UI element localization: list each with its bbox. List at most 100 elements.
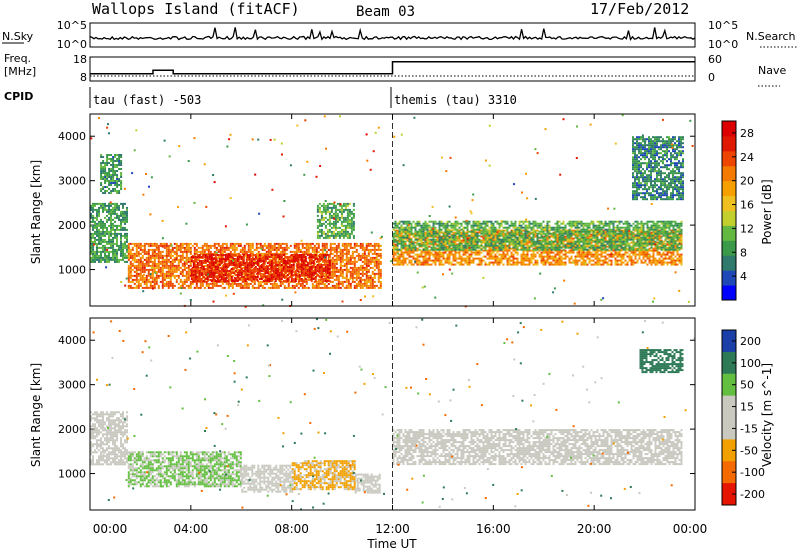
power-cell bbox=[320, 210, 323, 213]
power-cell bbox=[271, 248, 274, 251]
power-cell bbox=[588, 259, 591, 262]
power-cell bbox=[365, 272, 368, 275]
power-cell bbox=[108, 204, 110, 207]
power-cell bbox=[157, 248, 160, 251]
power-cell bbox=[230, 278, 233, 280]
power-cell bbox=[175, 270, 178, 273]
power-cell bbox=[143, 282, 146, 285]
power-cell bbox=[341, 250, 344, 253]
power-cell bbox=[137, 266, 140, 269]
power-cell bbox=[307, 286, 310, 289]
power-cell bbox=[264, 258, 267, 260]
power-cell bbox=[227, 272, 230, 275]
power-cell bbox=[238, 258, 241, 260]
power-cell bbox=[333, 266, 336, 269]
power-cell bbox=[284, 256, 287, 258]
power-cell bbox=[341, 256, 344, 259]
power-cell bbox=[303, 242, 306, 245]
power-cell bbox=[116, 216, 118, 219]
power-cell bbox=[322, 278, 325, 280]
power-cell bbox=[120, 244, 122, 247]
power-cell bbox=[187, 258, 190, 261]
power-cell bbox=[251, 284, 254, 287]
power-cell bbox=[351, 266, 354, 269]
power-cell bbox=[215, 242, 218, 245]
power-cell bbox=[108, 158, 111, 160]
power-cell bbox=[562, 241, 565, 244]
power-cell bbox=[94, 216, 96, 219]
power-cell bbox=[206, 276, 209, 278]
power-cell bbox=[361, 260, 364, 263]
power-cell bbox=[120, 180, 123, 182]
power-cell bbox=[306, 270, 309, 272]
power-cell bbox=[90, 204, 92, 207]
power-cell bbox=[323, 284, 326, 287]
power-cell bbox=[398, 257, 401, 260]
power-cell bbox=[244, 280, 247, 282]
power-cell bbox=[216, 268, 219, 270]
power-cell bbox=[104, 202, 106, 205]
power-cell bbox=[227, 246, 230, 249]
power-cell bbox=[193, 254, 196, 257]
power-cell bbox=[118, 184, 121, 186]
cpid-segment-2: themis (tau) 3310 bbox=[394, 93, 517, 107]
power-cell bbox=[355, 254, 358, 257]
power-cell bbox=[185, 254, 188, 257]
power-cell bbox=[259, 282, 262, 285]
power-cell bbox=[280, 278, 283, 280]
power-cell bbox=[412, 251, 415, 254]
power-cell bbox=[110, 174, 113, 176]
power-cell bbox=[209, 252, 212, 255]
power-cell bbox=[225, 262, 228, 265]
power-cell bbox=[590, 251, 593, 254]
power-cell bbox=[448, 255, 451, 258]
power-cell bbox=[480, 261, 483, 264]
power-cell bbox=[339, 268, 342, 271]
power-cell bbox=[438, 253, 441, 256]
power-cell bbox=[273, 286, 276, 289]
power-cell bbox=[450, 233, 453, 236]
power-cell bbox=[165, 242, 168, 245]
power-cell bbox=[126, 236, 128, 239]
power-cell bbox=[349, 244, 352, 247]
power-cell bbox=[114, 252, 116, 255]
power-cell bbox=[289, 286, 292, 289]
power-cell bbox=[474, 253, 477, 256]
power-cell bbox=[231, 252, 234, 255]
power-cell bbox=[377, 258, 380, 261]
power-cell bbox=[338, 232, 341, 235]
power-cell bbox=[212, 254, 215, 256]
power-cell bbox=[112, 164, 115, 166]
power-cell bbox=[282, 274, 285, 276]
power-cell bbox=[127, 274, 130, 277]
power-cell bbox=[122, 228, 124, 231]
power-cell bbox=[129, 260, 132, 263]
power-cell bbox=[233, 246, 236, 249]
power-cell bbox=[110, 258, 112, 261]
power-cell bbox=[492, 257, 495, 260]
power-cell bbox=[526, 241, 529, 244]
power-cell bbox=[167, 286, 170, 289]
power-cell bbox=[343, 252, 346, 255]
power-cell bbox=[231, 284, 234, 287]
power-cell bbox=[90, 208, 92, 211]
power-cell bbox=[342, 228, 345, 231]
power-cell bbox=[228, 260, 231, 262]
power-cell bbox=[302, 270, 305, 272]
power-cell bbox=[129, 250, 132, 253]
power-cell bbox=[430, 253, 433, 256]
power-cell bbox=[106, 208, 108, 211]
power-cell bbox=[204, 262, 207, 264]
power-cell bbox=[556, 239, 559, 242]
power-cell bbox=[496, 257, 499, 260]
power-cell bbox=[496, 231, 499, 234]
power-cell bbox=[582, 251, 585, 254]
power-cell bbox=[560, 263, 563, 266]
power-cell bbox=[270, 262, 273, 264]
power-cell bbox=[92, 202, 94, 205]
power-cell bbox=[94, 220, 96, 223]
power-cell bbox=[256, 270, 259, 272]
power-cell bbox=[476, 249, 479, 252]
power-cell bbox=[303, 246, 306, 249]
power-cell bbox=[325, 244, 328, 247]
